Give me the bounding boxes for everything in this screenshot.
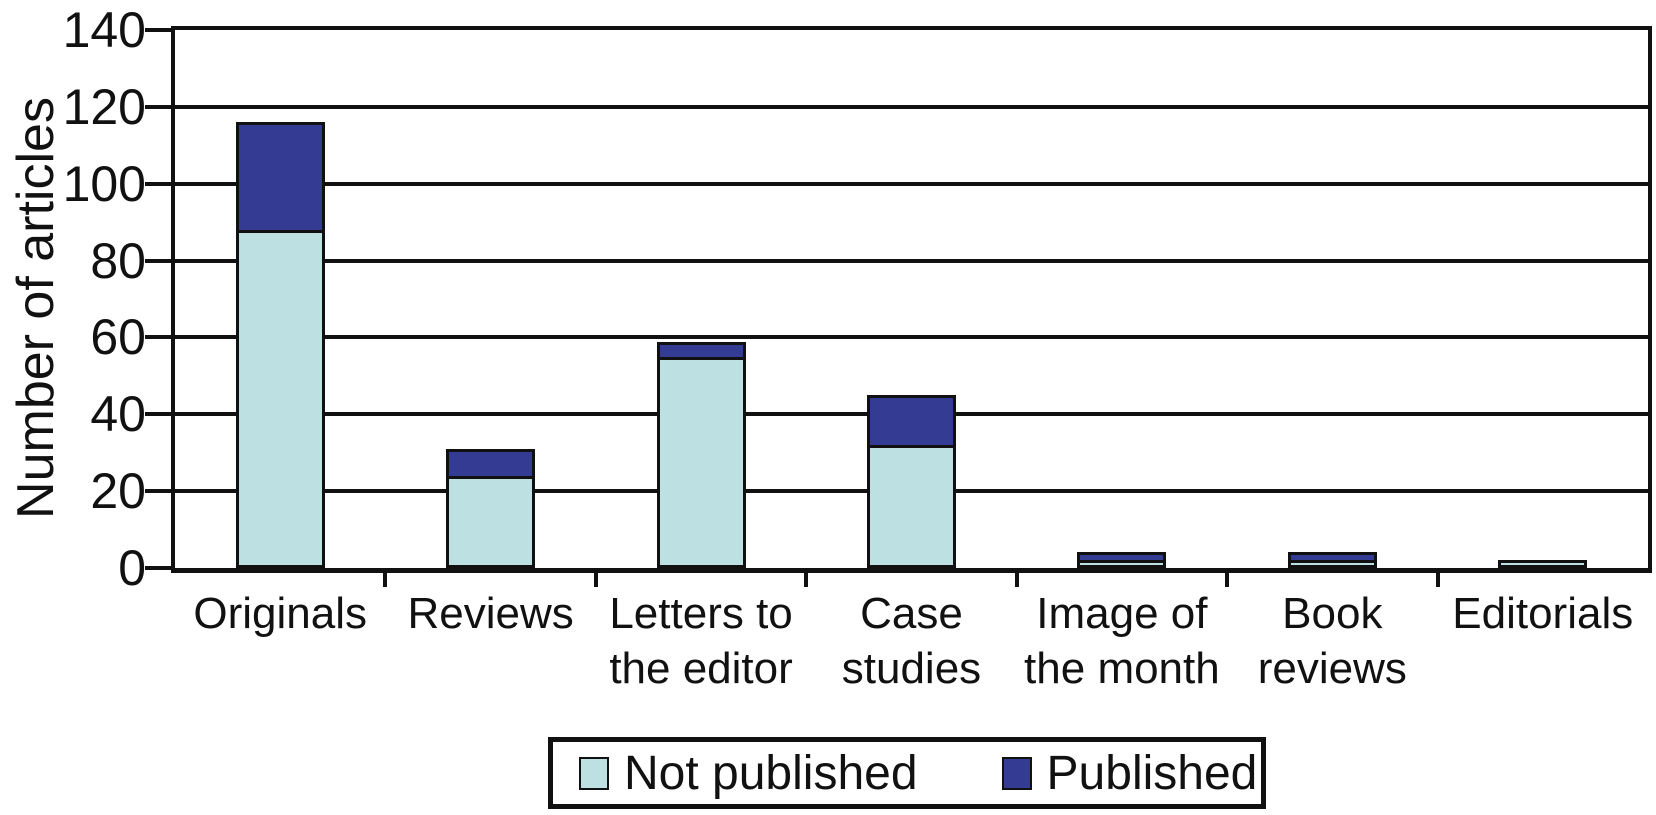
legend-item-not-published: Not published bbox=[579, 746, 918, 801]
y-tick-80 bbox=[145, 258, 175, 263]
category-label-line: Originals bbox=[193, 589, 368, 638]
category-label-6: Book reviews bbox=[1227, 586, 1437, 696]
x-axis-labels: Originals Reviews Letters to the editor Case… bbox=[175, 586, 1648, 696]
y-tick-label-140: 140 bbox=[62, 2, 146, 58]
category-label-line: Letters to bbox=[609, 589, 793, 638]
y-tick-20 bbox=[145, 489, 175, 494]
y-tick-100 bbox=[145, 181, 175, 186]
y-tick-label-40: 40 bbox=[90, 386, 146, 443]
x-boundary-tick bbox=[383, 568, 388, 587]
bar-3-segment-published bbox=[657, 342, 746, 360]
category-label-1: Originals bbox=[175, 586, 385, 696]
category-label-3: Letters to the editor bbox=[596, 586, 806, 696]
category-label-line: Book bbox=[1282, 589, 1383, 638]
bar-3-segment-not-published bbox=[657, 357, 746, 568]
plot-area bbox=[145, 26, 1652, 587]
category-label-line: studies bbox=[841, 644, 982, 693]
bar-6-segment-published bbox=[1288, 552, 1377, 563]
bar-7-segment-not-published bbox=[1498, 560, 1587, 568]
category-label-line: the editor bbox=[609, 644, 793, 693]
category-label-2: Reviews bbox=[385, 586, 595, 696]
y-tick-label-80: 80 bbox=[90, 232, 146, 289]
legend-label-published: Published bbox=[1046, 746, 1258, 800]
y-tick-label-20: 20 bbox=[90, 463, 146, 520]
x-boundary-tick bbox=[1225, 568, 1230, 587]
category-label-line: the month bbox=[1024, 644, 1220, 693]
category-label-line: reviews bbox=[1257, 644, 1407, 693]
y-tick-label-60: 60 bbox=[90, 309, 146, 366]
legend-item-published: Published bbox=[1001, 746, 1258, 801]
legend-swatch-published bbox=[1001, 756, 1032, 790]
legend: Not published Published bbox=[548, 737, 1266, 809]
gridline-120 bbox=[175, 104, 1648, 109]
category-label-line: Reviews bbox=[407, 589, 574, 638]
y-tick-140 bbox=[145, 28, 175, 32]
category-label-7: Editorials bbox=[1438, 586, 1648, 696]
y-tick-0 bbox=[145, 566, 175, 570]
x-boundary-tick bbox=[1435, 568, 1440, 587]
category-label-line: Image of bbox=[1036, 589, 1208, 638]
category-label-line: Case bbox=[860, 589, 963, 638]
legend-swatch-not-published bbox=[579, 756, 609, 790]
legend-label-not-published: Not published bbox=[624, 746, 918, 800]
y-tick-label-100: 100 bbox=[62, 155, 146, 212]
x-boundary-tick bbox=[804, 568, 809, 587]
category-label-4: Case studies bbox=[806, 586, 1016, 696]
gridline-100 bbox=[175, 181, 1648, 186]
y-tick-40 bbox=[145, 412, 175, 417]
category-label-line: Editorials bbox=[1452, 589, 1634, 638]
bar-4-segment-published bbox=[867, 395, 956, 448]
bar-4-segment-not-published bbox=[867, 445, 956, 568]
bar-5-segment-published bbox=[1077, 552, 1166, 563]
bar-2-segment-not-published bbox=[446, 476, 535, 568]
bar-2-segment-published bbox=[446, 449, 535, 479]
bar-1-segment-not-published bbox=[236, 230, 325, 568]
gridline-60 bbox=[175, 335, 1648, 340]
x-boundary-tick bbox=[1014, 568, 1019, 587]
y-tick-label-120: 120 bbox=[62, 78, 146, 135]
y-tick-120 bbox=[145, 104, 175, 109]
gridline-80 bbox=[175, 258, 1648, 263]
bar-1-segment-published bbox=[236, 122, 325, 233]
y-tick-label-0: 0 bbox=[118, 540, 146, 596]
y-tick-60 bbox=[145, 335, 175, 340]
x-boundary-tick bbox=[593, 568, 598, 587]
category-label-5: Image of the month bbox=[1017, 586, 1227, 696]
